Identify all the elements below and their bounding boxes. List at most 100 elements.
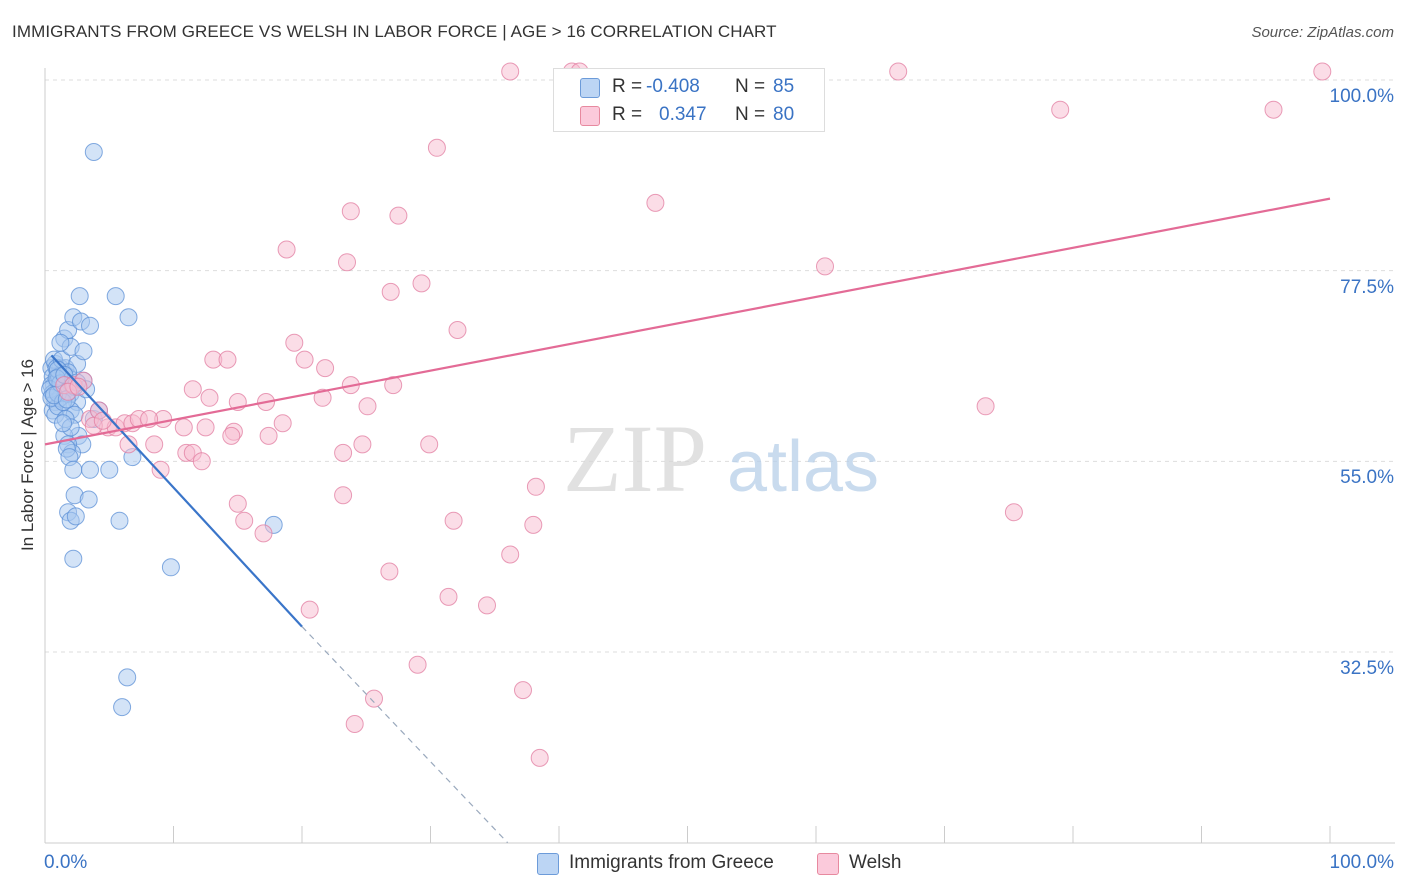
welsh-point — [285, 333, 304, 352]
welsh-point — [316, 359, 335, 378]
welsh-point — [313, 388, 332, 407]
legend-n-label: N = — [735, 104, 766, 125]
axes — [44, 68, 1395, 844]
welsh-point — [228, 494, 247, 513]
welsh-point — [420, 435, 439, 454]
welsh-point — [300, 600, 319, 619]
welsh-point — [384, 376, 403, 395]
bottom-legend-label-welsh: Welsh — [849, 852, 902, 873]
greece-point — [74, 342, 93, 361]
legend-r-value-greece: -0.408 — [646, 76, 700, 97]
welsh-point — [174, 418, 193, 437]
chart-title: IMMIGRANTS FROM GREECE VS WELSH IN LABOR… — [12, 22, 777, 41]
series-immigrants-from-greece — [41, 143, 283, 717]
welsh-point — [345, 715, 364, 733]
x-tick-label-max: 100.0% — [1329, 852, 1394, 873]
welsh-point — [514, 681, 532, 700]
welsh-point — [448, 321, 467, 339]
y-tick-label: 100.0% — [1329, 86, 1394, 107]
greece-point — [113, 698, 132, 717]
welsh-point — [1264, 100, 1283, 119]
greece-point — [84, 143, 103, 161]
welsh-point — [151, 460, 170, 479]
welsh-point — [358, 397, 377, 416]
welsh-point — [200, 388, 219, 407]
watermark-atlas: atlas — [727, 427, 879, 507]
welsh-point — [478, 596, 496, 615]
bottom-legend-swatch-greece — [537, 853, 559, 875]
bottom-legend-label-greece: Immigrants from Greece — [569, 852, 774, 873]
y-tick-label: 55.0% — [1340, 467, 1394, 489]
welsh-point — [119, 435, 138, 454]
welsh-point — [526, 477, 545, 496]
welsh-point — [218, 350, 237, 369]
welsh-point — [976, 397, 995, 416]
welsh-point — [277, 240, 296, 259]
greece-point — [66, 507, 85, 526]
welsh-point — [816, 257, 834, 276]
welsh-point — [501, 545, 520, 564]
welsh-point — [341, 202, 360, 221]
welsh-point — [295, 350, 314, 369]
welsh-point — [530, 748, 549, 767]
welsh-point — [183, 380, 202, 399]
greece-point — [161, 558, 180, 577]
greece-point — [118, 668, 137, 687]
greece-point — [70, 287, 89, 306]
welsh-point — [1004, 503, 1023, 522]
welsh-point — [408, 655, 427, 674]
legend-swatch-greece — [580, 78, 600, 98]
greece-point — [54, 414, 72, 433]
greece-point — [81, 460, 99, 479]
welsh-point — [192, 452, 211, 471]
legend-n-value-greece: 85 — [773, 76, 795, 97]
greece-point — [119, 308, 138, 327]
welsh-point — [273, 414, 292, 433]
bottom-legend-swatch-welsh — [817, 853, 839, 875]
welsh-point — [334, 443, 353, 462]
greece-point — [110, 511, 129, 530]
greece-point — [79, 490, 98, 509]
welsh-point — [93, 411, 112, 430]
welsh-point — [235, 511, 254, 530]
greece-point — [100, 460, 119, 479]
y-axis-label: In Labor Force | Age > 16 — [18, 358, 37, 552]
welsh-point — [196, 418, 215, 437]
welsh-point — [254, 524, 273, 543]
welsh-point — [381, 282, 400, 301]
greece-point — [106, 287, 125, 306]
legend-r-label: R = — [612, 104, 643, 125]
trend-lines — [44, 197, 1331, 844]
welsh-point — [380, 562, 399, 581]
welsh-point — [365, 689, 383, 708]
greece-point — [64, 460, 83, 479]
welsh-point — [334, 486, 353, 505]
welsh-point — [439, 587, 458, 606]
welsh-point — [1051, 100, 1070, 119]
legend-n-label: N = — [735, 76, 766, 97]
y-tick-label: 32.5% — [1340, 658, 1394, 679]
welsh-point — [412, 274, 431, 293]
welsh-point — [259, 426, 278, 445]
welsh-point — [427, 138, 446, 157]
greece-trend-extension — [301, 626, 509, 844]
greece-point — [51, 333, 70, 352]
x-tick-label-min: 0.0% — [44, 852, 88, 873]
source-credit: Source: ZipAtlas.com — [1251, 24, 1394, 41]
legend-r-value-welsh: 0.347 — [659, 104, 707, 125]
watermark: ZIP atlas — [563, 405, 879, 512]
y-tick-label: 77.5% — [1340, 276, 1394, 298]
legend-r-label: R = — [612, 76, 643, 97]
legend-n-value-welsh: 80 — [773, 104, 795, 125]
greece-point — [64, 549, 83, 568]
welsh-point — [1313, 62, 1332, 81]
welsh-point — [524, 515, 543, 534]
welsh-point — [353, 435, 372, 454]
welsh-trend-line — [44, 197, 1331, 446]
welsh-point — [501, 62, 520, 81]
welsh-point — [338, 253, 356, 272]
welsh-point — [889, 62, 908, 81]
welsh-point — [444, 511, 463, 530]
welsh-point — [646, 193, 665, 212]
